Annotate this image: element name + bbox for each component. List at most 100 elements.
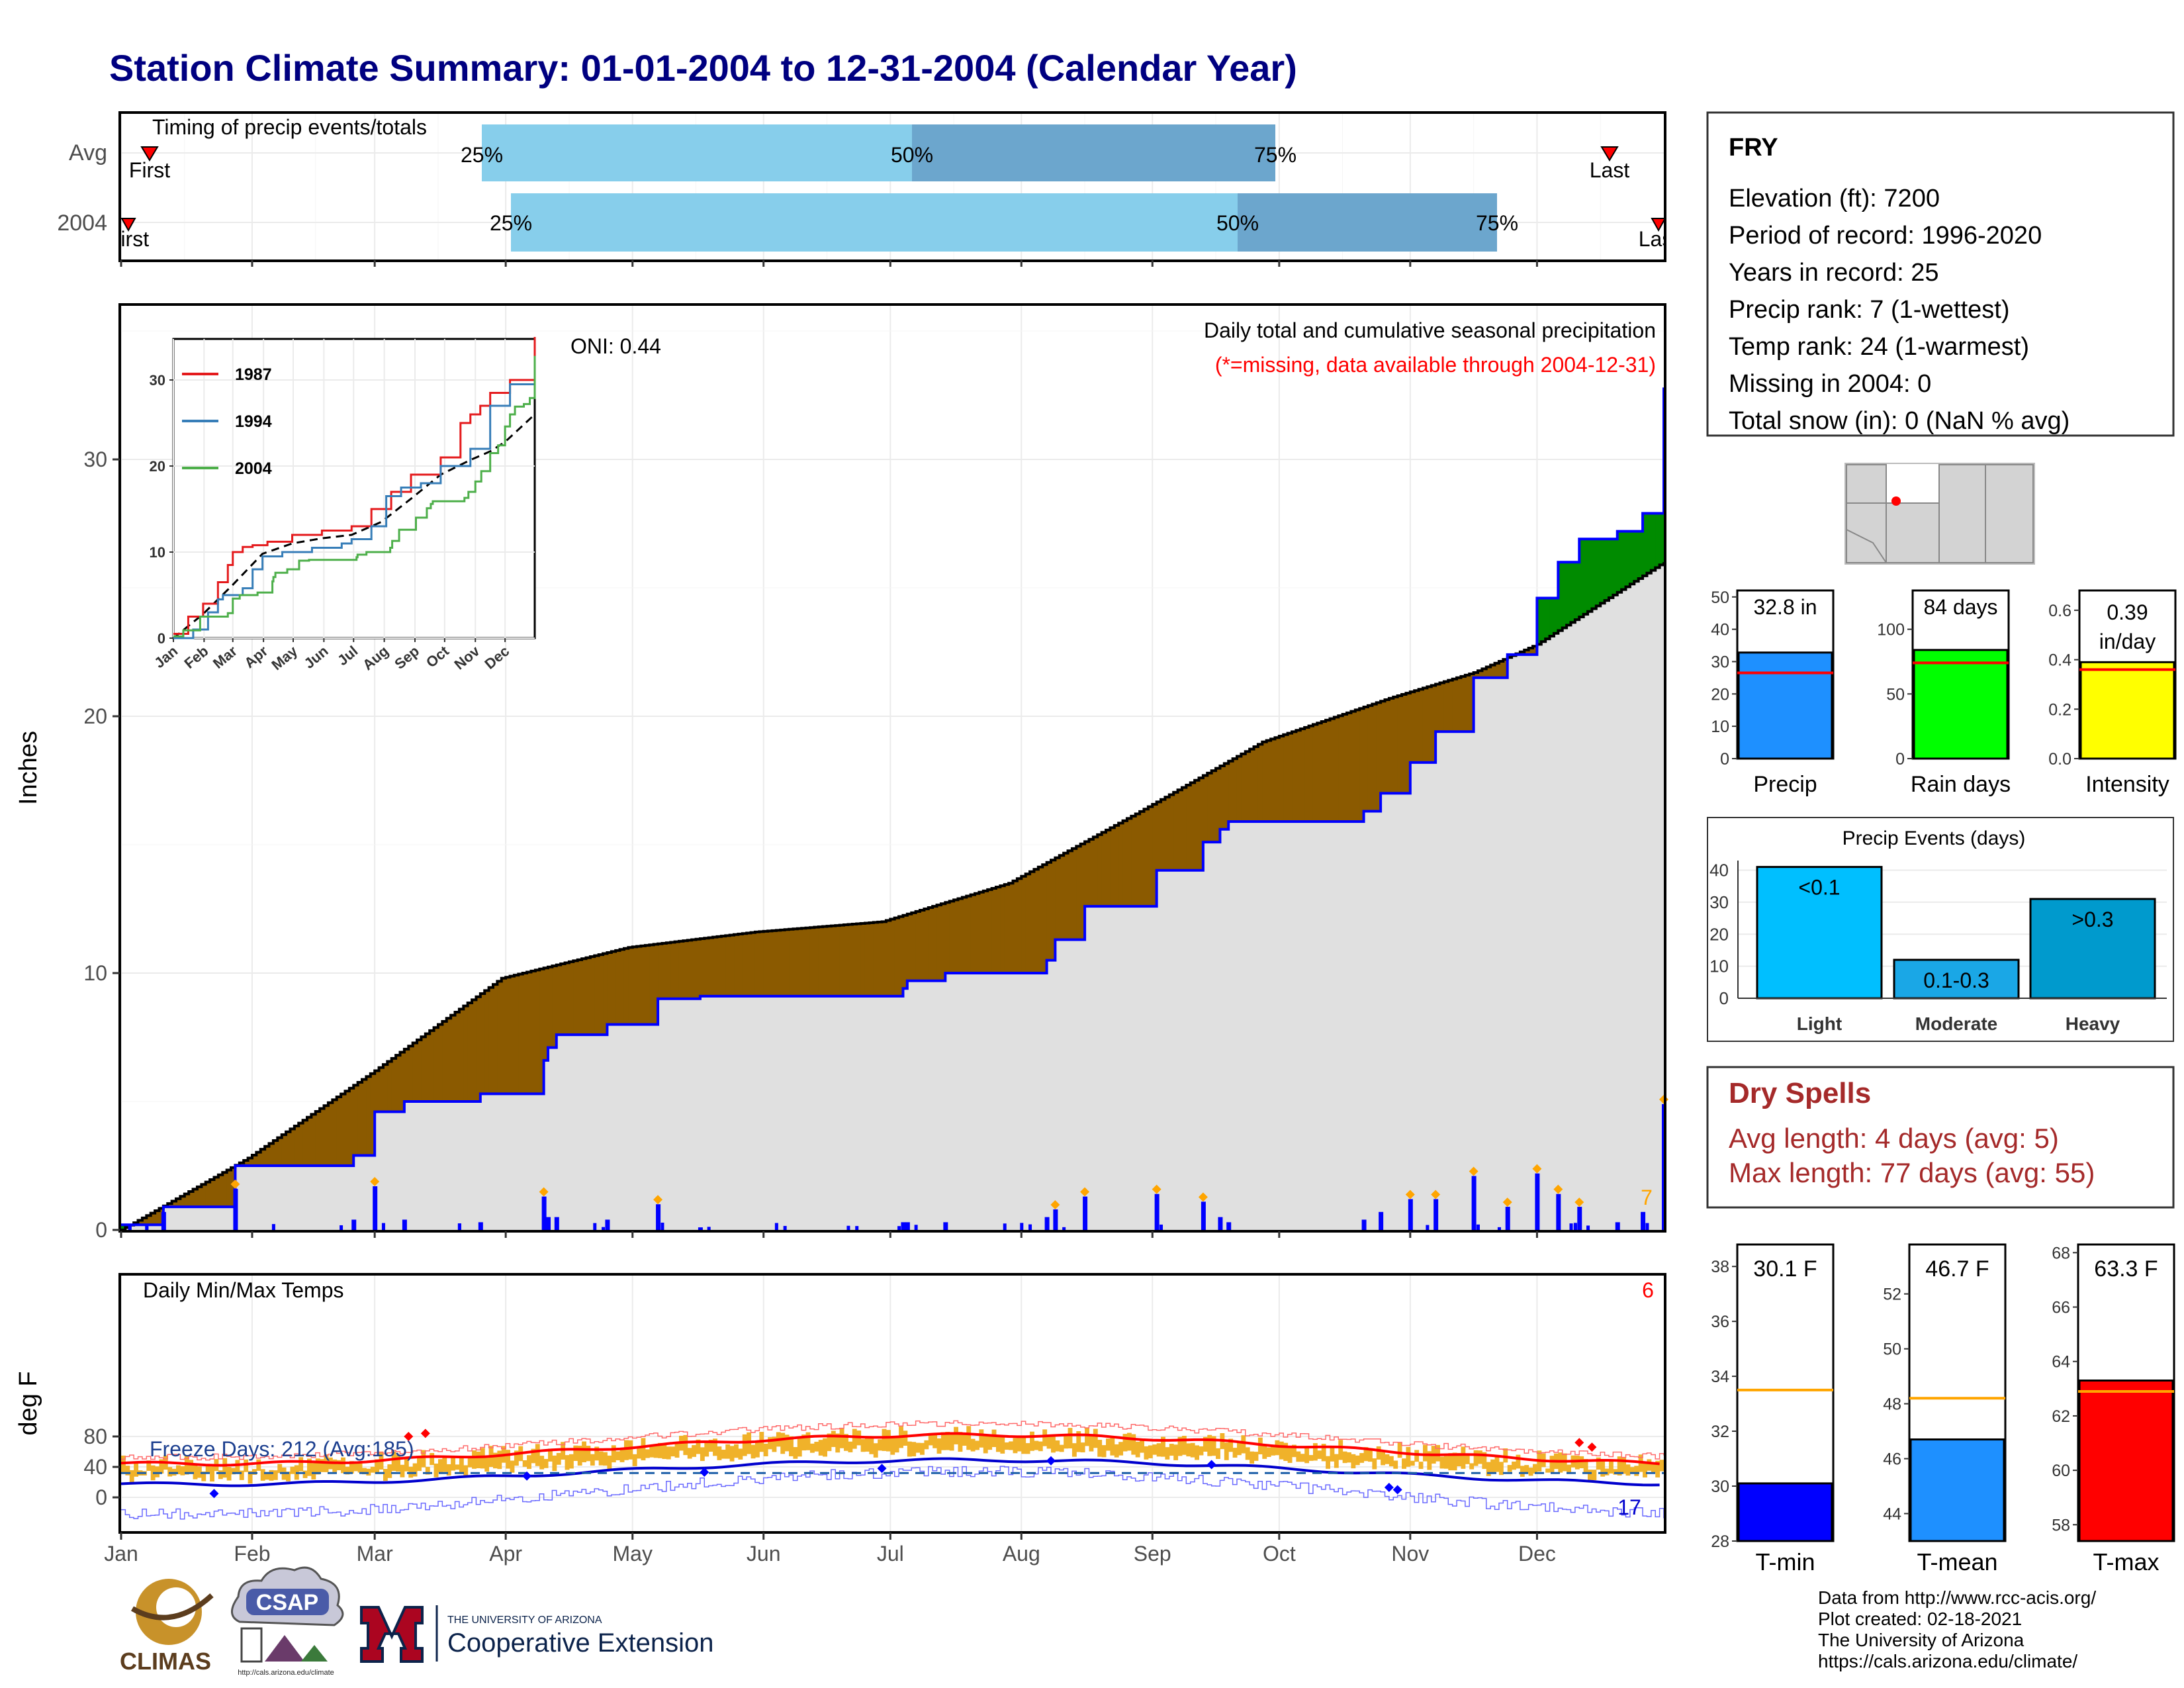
credit-line: Plot created: 02-18-2021 (1818, 1609, 2022, 1629)
station-line: Elevation (ft): 7200 (1729, 185, 1940, 212)
daily-temp-range-bar (958, 1432, 963, 1452)
daily-temp-range-bar (1376, 1446, 1381, 1460)
daily-temp-range-bar (801, 1434, 807, 1451)
departure-column (1241, 753, 1246, 822)
daily-temp-range-bar (1021, 1436, 1026, 1454)
daily-temp-range-bar (920, 1442, 925, 1455)
departure-column (1017, 878, 1022, 973)
departure-column (818, 927, 823, 996)
daily-temp-range-bar (492, 1452, 498, 1469)
daily-temp-range-bar (809, 1443, 815, 1453)
departure-column (687, 940, 692, 999)
daily-temp-range-bar (1326, 1456, 1330, 1469)
departure-column (459, 1009, 464, 1102)
departure-column (899, 916, 904, 996)
departure-column (146, 1215, 152, 1225)
month-tick-label: Sep (1134, 1542, 1171, 1566)
heavy-event-marker (1152, 1184, 1161, 1194)
daily-temp-range-bar (1494, 1456, 1500, 1472)
month-tick-label: Jan (104, 1542, 138, 1566)
daily-temp-range-bar (1118, 1442, 1124, 1456)
daily-temp-range-bar (1600, 1460, 1606, 1477)
departure-column (543, 968, 549, 1060)
departure-column (492, 984, 498, 1094)
daily-temp-range-bar (987, 1436, 993, 1450)
daily-temp-range-bar (1397, 1442, 1402, 1458)
avg-first-label: First (129, 158, 170, 182)
daily-temp-range-bar (1216, 1448, 1220, 1460)
station-location-dot (1891, 496, 1901, 506)
departure-column (611, 951, 616, 1025)
daily-temp-range-bar (1634, 1466, 1639, 1476)
daily-precip-bar (1434, 1225, 1438, 1230)
daily-temp-range-bar (548, 1448, 553, 1462)
temp-bar-t-min: 28 30 32 34 36 38 30.1 F T-min (1711, 1243, 1835, 1575)
climas-logo-text: CLIMAS (120, 1648, 211, 1675)
daily-temp-range-bar (1050, 1436, 1056, 1453)
departure-column (522, 973, 527, 1094)
departure-column (463, 1006, 469, 1102)
daily-temp-range-bar (1393, 1460, 1398, 1469)
departure-column (789, 929, 794, 996)
daily-temp-range-bar (1300, 1454, 1305, 1462)
daily-temp-range-bar (983, 1434, 988, 1454)
daily-temp-range-bar (565, 1455, 570, 1470)
daily-precip-bar (1160, 1224, 1163, 1230)
departure-column (1190, 782, 1195, 870)
daily-temp-range-bar (928, 1432, 933, 1446)
departure-column (1498, 661, 1504, 678)
daily-temp-range-bar (611, 1445, 616, 1463)
daily-temp-range-bar (1528, 1468, 1533, 1476)
daily-temp-range-bar (598, 1451, 604, 1466)
departure-column (1473, 673, 1479, 678)
departure-column (277, 1137, 283, 1166)
daily-temp-range-bar (823, 1438, 828, 1457)
inset-y-tick-label: 0 (158, 630, 165, 647)
y-tick-label: 36 (1711, 1313, 1729, 1331)
departure-column (193, 1189, 198, 1207)
record-marker (1587, 1442, 1597, 1452)
daily-temp-range-bar (1017, 1438, 1022, 1452)
precip-corner-count: 7 (1641, 1186, 1653, 1209)
departure-column (1050, 860, 1056, 961)
daily-temp-range-bar (425, 1467, 430, 1475)
departure-column (290, 1129, 295, 1166)
daily-temp-range-bar (1030, 1431, 1034, 1451)
daily-precip-bar (1083, 1196, 1088, 1230)
oni-label: ONI: 0.44 (570, 334, 661, 358)
departure-column (315, 1111, 320, 1166)
departure-column (302, 1120, 308, 1166)
daily-temp-range-bar (1068, 1428, 1073, 1449)
daily-precip-bar (1477, 1224, 1480, 1230)
temp-gridlines (120, 1276, 1664, 1531)
daily-temp-range-bar (539, 1456, 545, 1470)
departure-column (1482, 669, 1487, 678)
y-tick-label: 0.2 (2048, 700, 2071, 719)
y-tick-label: 50 (1883, 1340, 1901, 1359)
record-marker (700, 1468, 709, 1477)
departure-column (353, 1085, 359, 1156)
daily-precip-bar (1044, 1217, 1050, 1230)
inset-series-2004 (173, 355, 536, 637)
daily-temp-range-bar (1013, 1438, 1018, 1454)
departure-column (780, 929, 786, 996)
daily-temp-range-bar (1152, 1444, 1158, 1455)
departure-column (197, 1186, 202, 1207)
daily-temp-range-bar (1287, 1446, 1293, 1463)
departure-column (577, 959, 582, 1035)
daily-temp-range-bar (1317, 1450, 1322, 1459)
daily-temp-range-bar (472, 1450, 477, 1469)
departure-column (527, 972, 532, 1094)
temp-count-red: 6 (1642, 1278, 1654, 1302)
daily-temp-range-bar (844, 1434, 848, 1451)
departure-column (1245, 751, 1250, 822)
daily-temp-range-bar (320, 1459, 325, 1472)
month-tick-label: Nov (1391, 1542, 1429, 1566)
departure-column (404, 1049, 409, 1102)
daily-temp-range-bar (1452, 1452, 1457, 1471)
y2004-last-marker (1651, 218, 1666, 232)
departure-column (251, 1154, 257, 1166)
daily-temp-range-bar (1080, 1442, 1085, 1453)
daily-temp-range-bar (1114, 1444, 1119, 1458)
daily-temp-range-bar (129, 1470, 134, 1483)
